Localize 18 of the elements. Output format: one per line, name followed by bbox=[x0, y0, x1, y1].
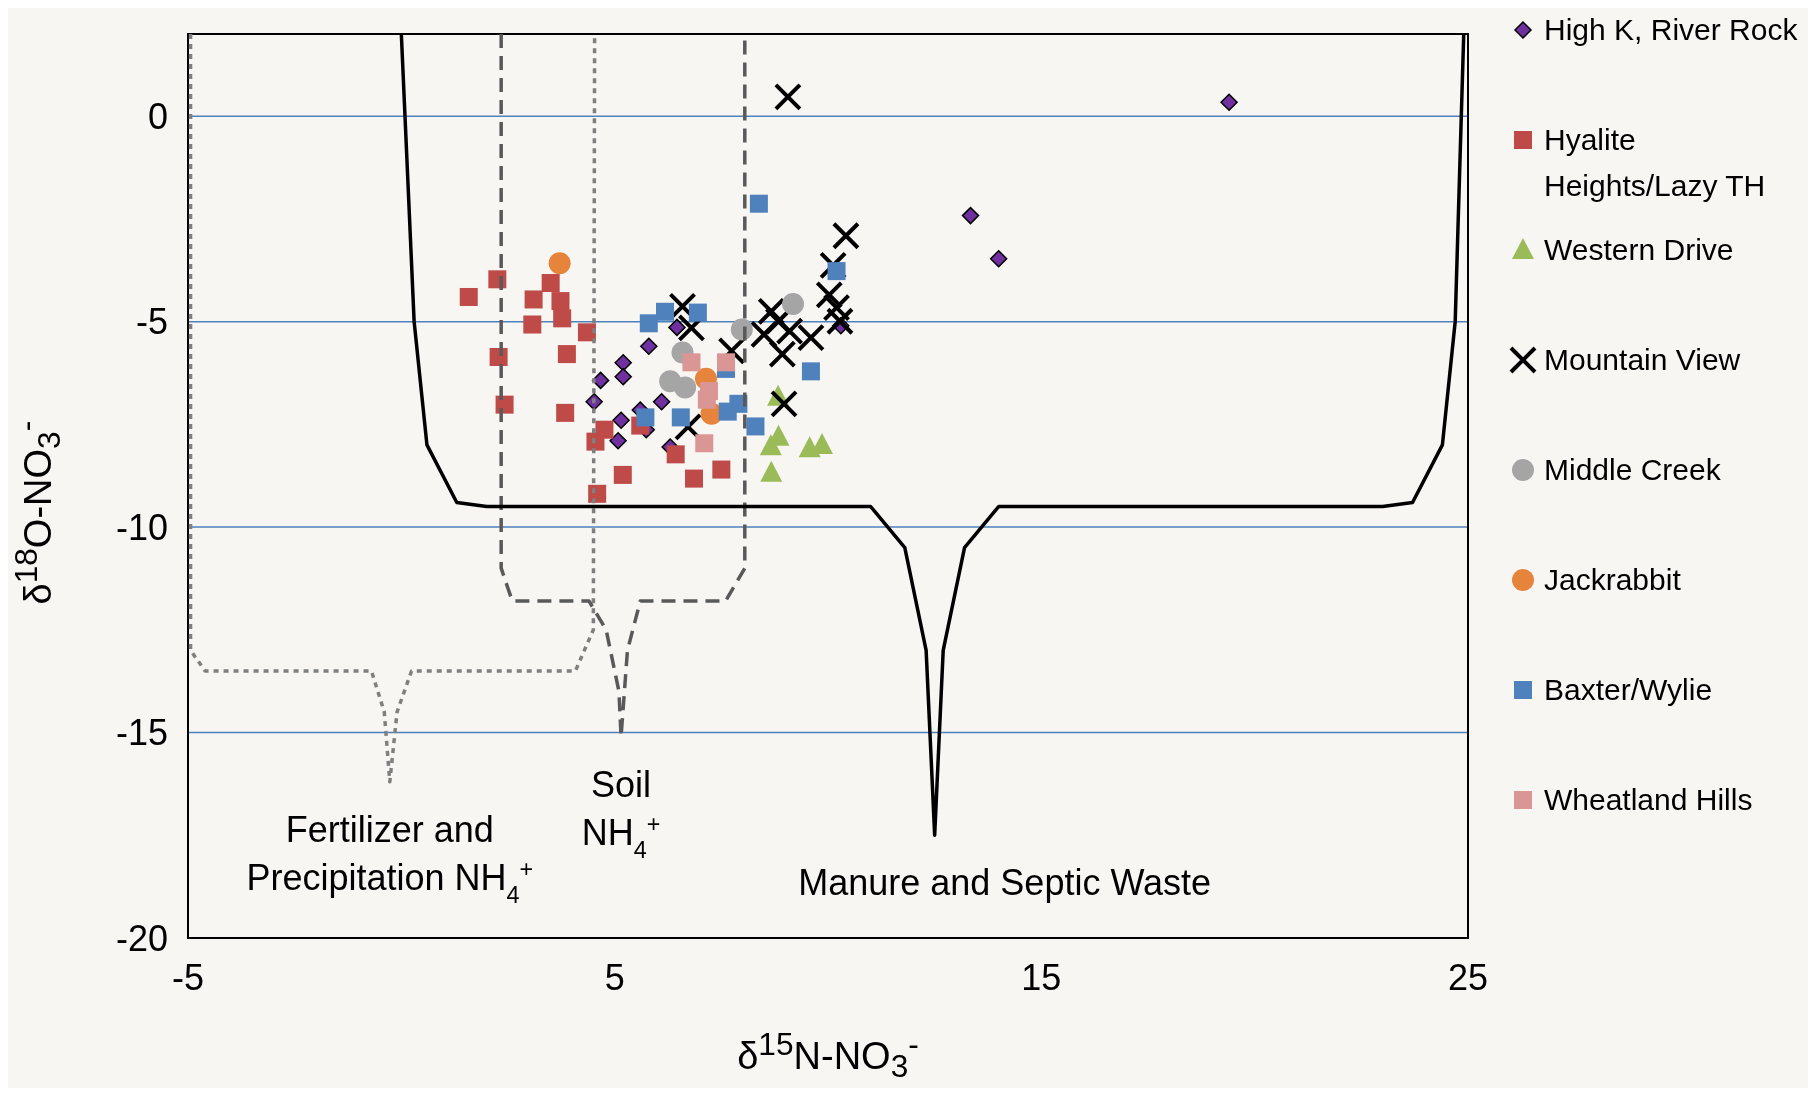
legend-label: Mountain View bbox=[1544, 342, 1741, 378]
legend-label: Wheatland Hills bbox=[1544, 782, 1753, 818]
legend-label: Hyalite Heights/Lazy TH bbox=[1544, 122, 1767, 204]
y-tick-label: -5 bbox=[135, 301, 168, 343]
x-tick-label: 25 bbox=[1447, 956, 1489, 998]
legend-label: Jackrabbit bbox=[1544, 562, 1681, 598]
x-tick-label: 15 bbox=[1021, 956, 1062, 998]
legend-label: High K, River Rock bbox=[1544, 12, 1798, 48]
legend-label: Middle Creek bbox=[1544, 452, 1721, 488]
legend-label: Western Drive bbox=[1544, 232, 1734, 268]
legend-label: Baxter/Wylie bbox=[1544, 672, 1713, 708]
x-tick-label: -5 bbox=[171, 956, 205, 998]
y-tick-label: -10 bbox=[115, 506, 168, 548]
y-tick-label: -15 bbox=[115, 712, 168, 754]
y-tick-label: -20 bbox=[115, 917, 168, 959]
y-tick-label: 0 bbox=[147, 95, 168, 137]
x-tick-label: 5 bbox=[604, 956, 625, 998]
annotation: Manure and Septic Waste bbox=[798, 862, 1212, 904]
